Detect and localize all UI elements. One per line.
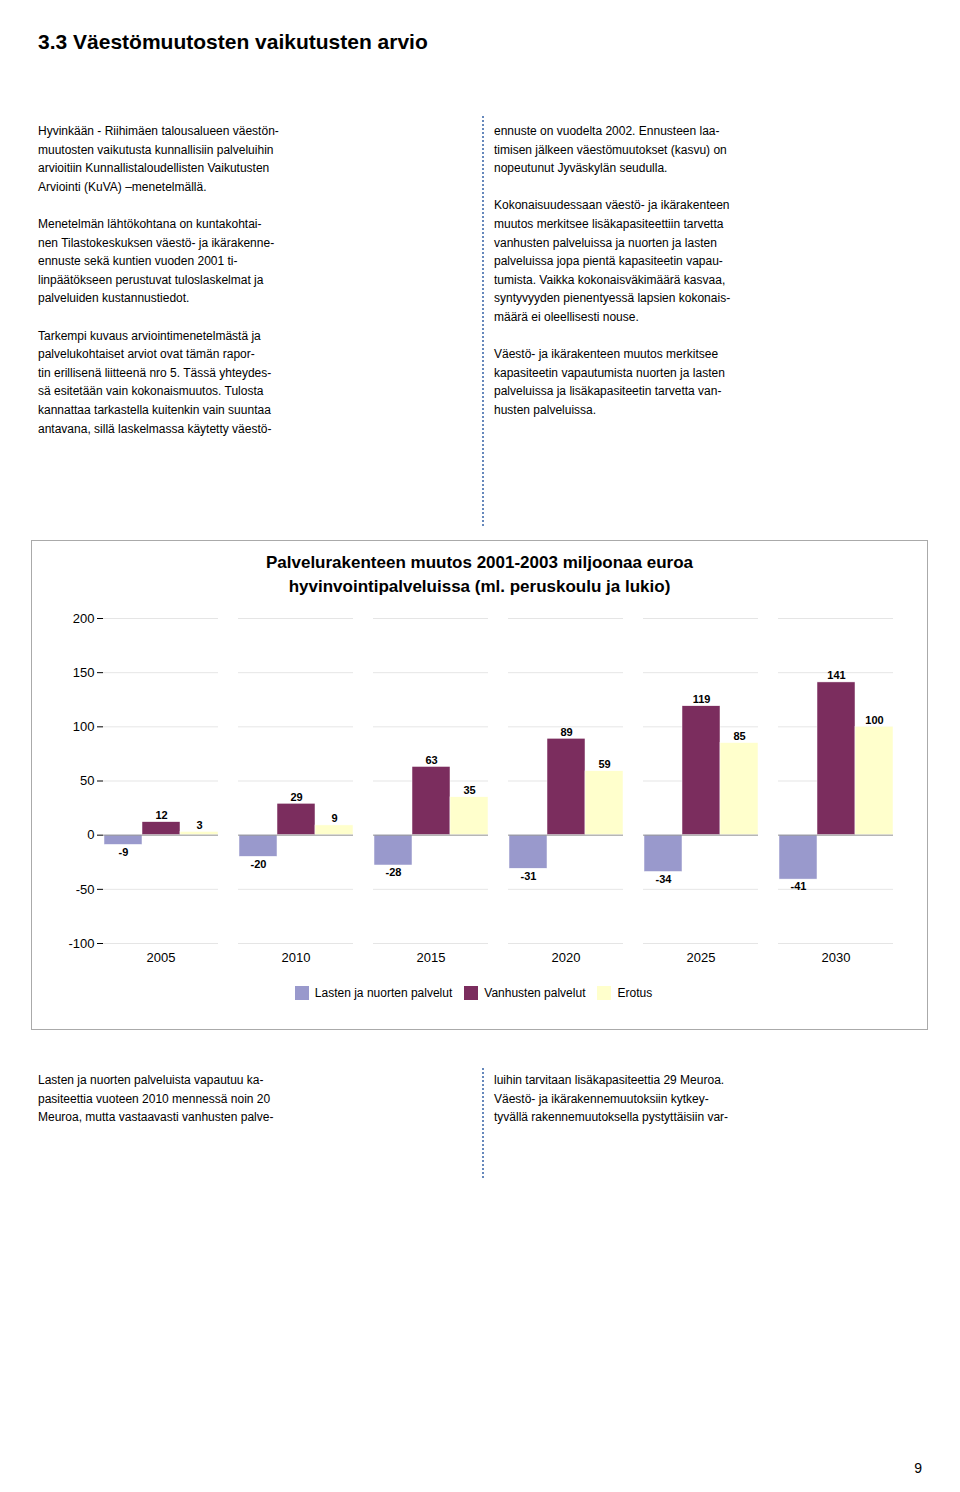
svg-text:2015: 2015	[416, 949, 445, 964]
svg-text:-20: -20	[250, 857, 266, 869]
svg-text:0: 0	[87, 827, 94, 842]
svg-text:141: 141	[827, 669, 845, 681]
svg-text:-100: -100	[68, 935, 94, 950]
html-text:3.3 Väestömuutosten vaikutuste: 3.3 Väestömuutosten vaikutusten arvio	[38, 30, 428, 53]
svg-text:2025: 2025	[686, 949, 715, 964]
svg-text:-50: -50	[75, 881, 94, 896]
svg-text:-28: -28	[385, 866, 401, 878]
html-text:Palvelurakenteen muutos 2001-2: Palvelurakenteen muutos 2001-2003 miljoo…	[266, 553, 693, 596]
svg-text:29: 29	[290, 790, 302, 802]
svg-text:119: 119	[692, 693, 710, 705]
svg-text:35: 35	[463, 784, 475, 796]
html-text:Lasten ja nuorten palveluista: Lasten ja nuorten palveluista vapautuu k…	[38, 1073, 274, 1125]
html-text:Erotus: Erotus	[617, 986, 653, 1001]
svg-text:200: 200	[72, 610, 94, 625]
svg-text:2005: 2005	[146, 949, 175, 964]
svg-text:-34: -34	[655, 872, 672, 884]
html-text:Vanhusten palvelut: Vanhusten palvelut	[484, 986, 586, 1001]
svg-text:12: 12	[155, 809, 167, 821]
svg-text:-31: -31	[520, 869, 536, 881]
svg-text:85: 85	[733, 730, 745, 742]
svg-text:2020: 2020	[551, 949, 580, 964]
svg-text:50: 50	[80, 773, 94, 788]
svg-text:-9: -9	[118, 845, 128, 857]
html-text:Hyvinkään - Riihimäen talousal: Hyvinkään - Riihimäen talousalueen väest…	[38, 124, 279, 436]
html-text:ennuste on vuodelta 2002. Ennu: ennuste on vuodelta 2002. Ennusteen laa-…	[494, 124, 731, 417]
svg-text:-41: -41	[790, 880, 806, 892]
svg-text:89: 89	[560, 725, 572, 737]
svg-text:59: 59	[598, 758, 610, 770]
svg-text:100: 100	[865, 713, 883, 725]
svg-text:2010: 2010	[281, 949, 310, 964]
svg-text:2030: 2030	[821, 949, 850, 964]
html-text:luihin tarvitaan lisäkapasitee: luihin tarvitaan lisäkapasiteettia 29 Me…	[494, 1073, 729, 1125]
svg-text:3: 3	[196, 819, 202, 831]
html-text:Lasten ja nuorten palvelut: Lasten ja nuorten palvelut	[314, 986, 453, 1001]
svg-text:63: 63	[425, 754, 437, 766]
svg-text:9: 9	[331, 812, 337, 824]
svg-text:150: 150	[72, 664, 94, 679]
html-text:9: 9	[914, 1460, 922, 1476]
svg-text:100: 100	[72, 719, 94, 734]
